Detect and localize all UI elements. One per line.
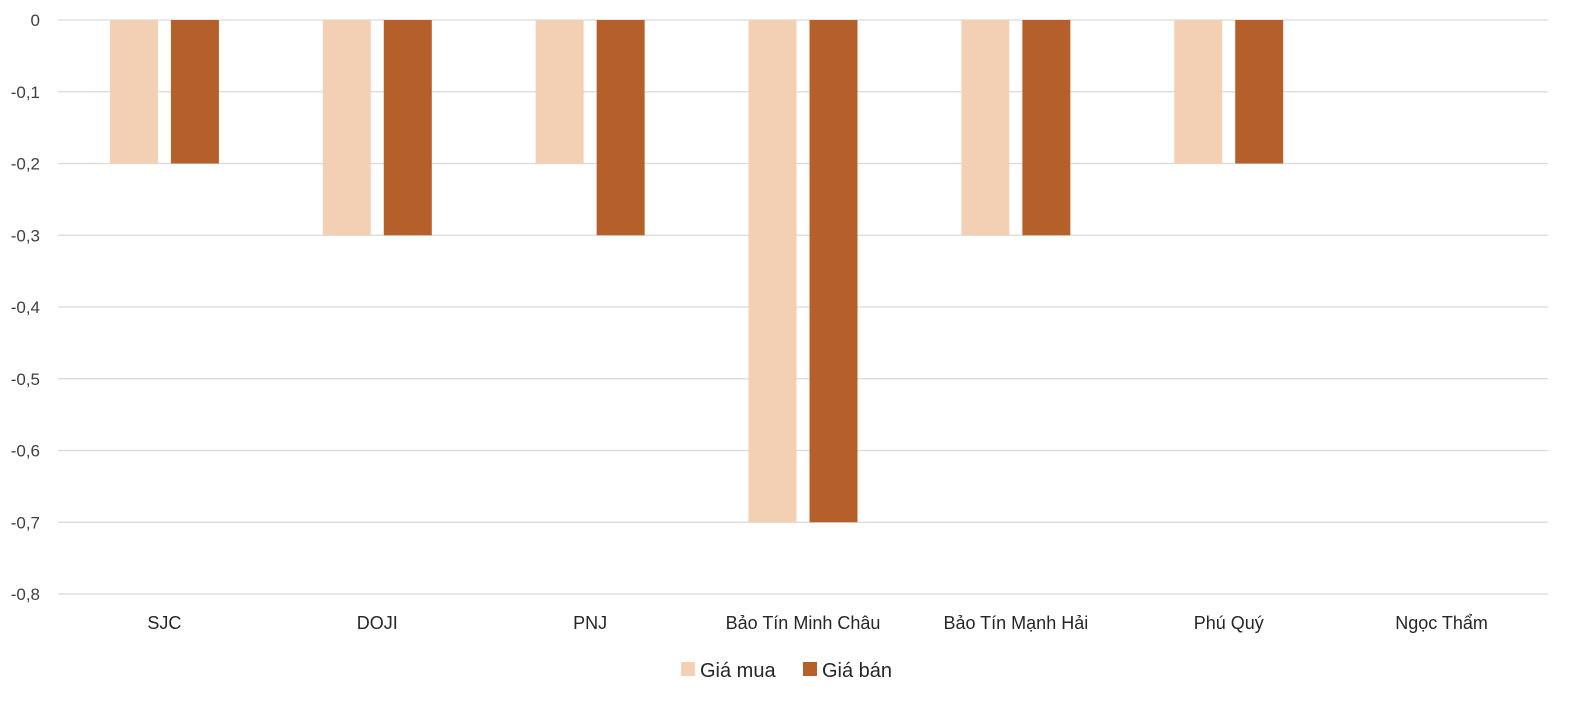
x-category-label: Ngọc Thẩm [1395,613,1488,633]
x-category-label: DOJI [357,613,398,633]
y-tick-label: 0 [31,11,40,30]
y-tick-label: -0,3 [11,226,40,245]
bar-gia-mua [322,20,371,236]
bar-gia-ban [809,20,858,523]
bar-gia-mua [1174,20,1223,164]
y-tick-label: -0,4 [11,298,40,317]
bar-gia-ban [1235,20,1284,164]
bar-gia-mua [748,20,797,523]
y-tick-label: -0,8 [11,585,40,604]
bar-gia-ban [170,20,219,164]
bar-gia-mua [535,20,584,164]
x-category-label: Bảo Tín Minh Châu [726,613,881,633]
gridlines [58,19,1548,595]
bar-gia-ban [596,20,645,236]
y-tick-label: -0,7 [11,513,40,532]
legend-swatch [803,662,817,676]
bar-gia-ban [383,20,432,236]
x-category-label: Phú Quý [1194,613,1264,633]
y-tick-label: -0,2 [11,155,40,174]
bar-gia-ban [1022,20,1071,236]
legend: Giá mua Giá bán [681,660,892,682]
x-category-label: PNJ [573,613,607,633]
y-axis-ticks: 0 -0,1 -0,2 -0,3 -0,4 -0,5 -0,6 -0,7 -0,8 [11,11,40,604]
y-tick-label: -0,1 [11,83,40,102]
bar-gia-mua [109,20,158,164]
bars [109,20,1284,523]
x-category-label: Bảo Tín Mạnh Hải [943,613,1088,633]
x-axis-categories: SJC DOJI PNJ Bảo Tín Minh Châu Bảo Tín Mạnh … [147,613,1488,633]
y-tick-label: -0,6 [11,442,40,461]
y-tick-label: -0,5 [11,370,40,389]
x-category-label: SJC [147,613,181,633]
bar-gia-mua [961,20,1010,236]
legend-label: Giá mua [700,660,776,682]
legend-label: Giá bán [822,660,892,682]
legend-swatch [681,662,695,676]
